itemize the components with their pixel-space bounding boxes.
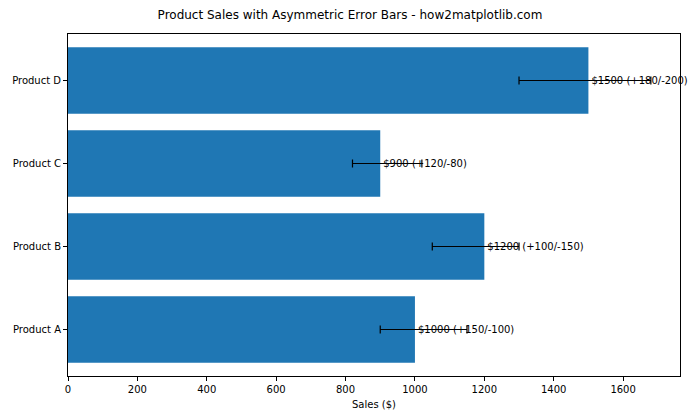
svg-text:200: 200 [128, 384, 147, 395]
svg-text:Product D: Product D [12, 75, 61, 86]
svg-text:Product A: Product A [13, 324, 61, 335]
svg-text:$900 (+120/-80): $900 (+120/-80) [383, 158, 467, 169]
svg-text:800: 800 [336, 384, 355, 395]
svg-text:$1500 (+180/-200): $1500 (+180/-200) [591, 75, 687, 86]
svg-text:1600: 1600 [610, 384, 635, 395]
svg-text:400: 400 [197, 384, 216, 395]
svg-text:1200: 1200 [472, 384, 497, 395]
svg-text:600: 600 [267, 384, 286, 395]
svg-text:Product C: Product C [13, 158, 61, 169]
svg-text:$1200 (+100/-150): $1200 (+100/-150) [487, 241, 583, 252]
svg-text:1000: 1000 [402, 384, 427, 395]
svg-text:Product B: Product B [13, 241, 61, 252]
svg-text:Product Sales with Asymmetric: Product Sales with Asymmetric Error Bars… [158, 8, 543, 22]
svg-text:$1000 (+150/-100): $1000 (+150/-100) [418, 324, 514, 335]
svg-text:0: 0 [65, 384, 71, 395]
svg-text:Sales ($): Sales ($) [352, 399, 396, 410]
svg-text:1400: 1400 [541, 384, 566, 395]
